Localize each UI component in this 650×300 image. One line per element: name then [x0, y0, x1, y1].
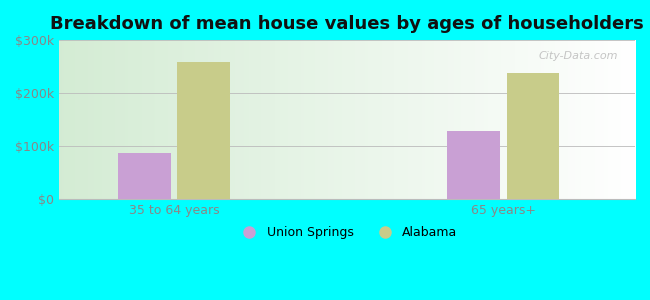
Bar — [506, 73, 559, 199]
Bar — [177, 62, 230, 199]
Title: Breakdown of mean house values by ages of householders: Breakdown of mean house values by ages o… — [50, 15, 644, 33]
Bar — [118, 153, 171, 199]
Legend: Union Springs, Alabama: Union Springs, Alabama — [231, 221, 462, 244]
Text: City-Data.com: City-Data.com — [538, 51, 617, 61]
Bar — [447, 131, 500, 199]
